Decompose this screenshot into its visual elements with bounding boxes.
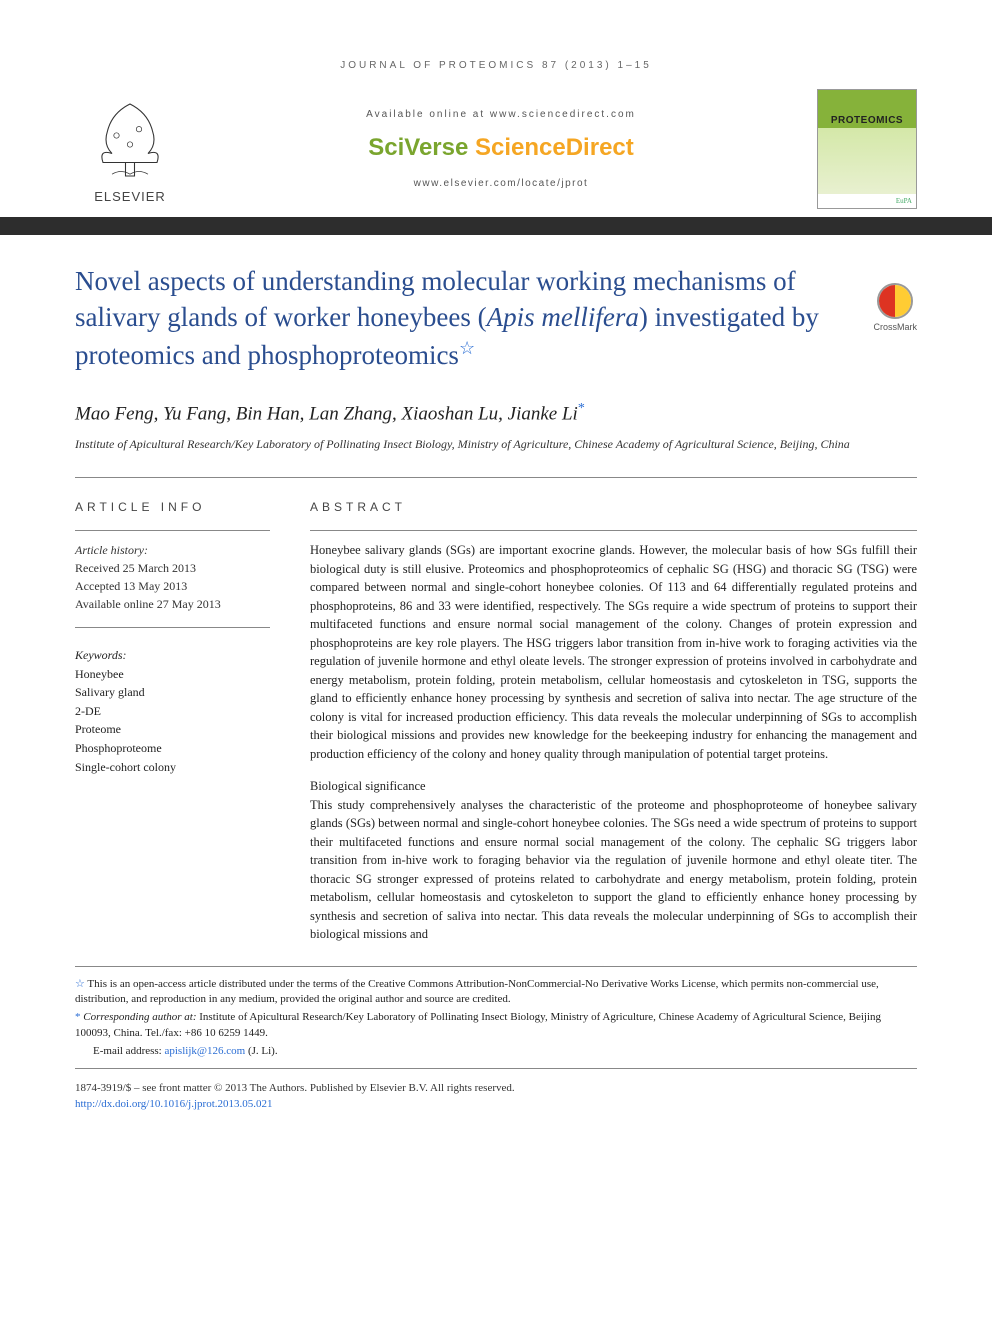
elsevier-logo: ELSEVIER — [75, 89, 185, 209]
crossmark-widget[interactable]: CrossMark — [873, 283, 917, 332]
elsevier-tree-icon — [85, 95, 175, 185]
sciverse-logo: SciVerse ScienceDirect — [205, 134, 797, 162]
crossmark-badge-icon — [877, 283, 913, 319]
open-access-star-icon: ☆ — [459, 338, 475, 358]
cover-title: PROTEOMICS — [818, 90, 916, 128]
corresponding-author-label: Corresponding author at: — [83, 1011, 196, 1023]
copyright-line: 1874-3919/$ – see front matter © 2013 Th… — [75, 1081, 917, 1096]
available-online-line: Available online at www.sciencedirect.co… — [205, 109, 797, 120]
elsevier-wordmark: ELSEVIER — [94, 189, 166, 204]
sciencedirect-word: ScienceDirect — [475, 134, 634, 161]
abstract-paragraph: Honeybee salivary glands (SGs) are impor… — [310, 541, 917, 763]
crossmark-label: CrossMark — [873, 322, 917, 332]
sciverse-word: SciVerse — [368, 134, 475, 161]
accepted-date: Accepted 13 May 2013 — [75, 577, 270, 595]
keyword: Phosphoproteome — [75, 739, 270, 758]
doi-block: 1874-3919/$ – see front matter © 2013 Th… — [75, 1081, 917, 1112]
article-history-label: Article history: — [75, 541, 270, 559]
keyword: 2-DE — [75, 702, 270, 721]
footnote-star-icon: ☆ — [75, 978, 87, 990]
email-link[interactable]: apislijk@126.com — [164, 1045, 245, 1057]
keyword: Single-cohort colony — [75, 758, 270, 777]
biological-significance-label: Biological significance — [310, 777, 917, 796]
corresponding-author-text: Institute of Apicultural Research/Key La… — [75, 1011, 881, 1039]
email-label: E-mail address: — [93, 1045, 164, 1057]
doi-link[interactable]: http://dx.doi.org/10.1016/j.jprot.2013.0… — [75, 1098, 273, 1110]
abstract-heading: ABSTRACT — [310, 500, 917, 514]
corresponding-author-mark: * — [578, 401, 585, 416]
article-title: Novel aspects of understanding molecular… — [75, 263, 873, 373]
running-head: JOURNAL OF PROTEOMICS 87 (2013) 1–15 — [75, 60, 917, 71]
article-info-heading: ARTICLE INFO — [75, 500, 270, 514]
header-divider-bar — [0, 217, 992, 235]
cover-badge: EuPA — [818, 194, 916, 208]
received-date: Received 25 March 2013 — [75, 559, 270, 577]
biological-significance-text: This study comprehensively analyses the … — [310, 798, 917, 942]
article-info-column: ARTICLE INFO Article history: Received 2… — [75, 500, 270, 944]
rule-above-doi — [75, 1068, 917, 1069]
title-species: Apis mellifera — [487, 302, 639, 332]
affiliation: Institute of Apicultural Research/Key La… — [75, 436, 917, 453]
keywords-label: Keywords: — [75, 646, 270, 665]
keyword: Salivary gland — [75, 683, 270, 702]
keyword: Honeybee — [75, 665, 270, 684]
journal-cover-thumbnail: PROTEOMICS EuPA — [817, 89, 917, 209]
email-author-suffix: (J. Li). — [245, 1045, 277, 1057]
footnote-asterisk-icon: * — [75, 1011, 83, 1023]
keyword: Proteome — [75, 720, 270, 739]
open-access-footnote: This is an open-access article distribut… — [75, 978, 879, 1006]
footnotes-block: ☆ This is an open-access article distrib… — [75, 967, 917, 1061]
journal-locate-url: www.elsevier.com/locate/jprot — [205, 178, 797, 189]
authors-names: Mao Feng, Yu Fang, Bin Han, Lan Zhang, X… — [75, 404, 578, 425]
authors-line: Mao Feng, Yu Fang, Bin Han, Lan Zhang, X… — [75, 401, 917, 425]
online-date: Available online 27 May 2013 — [75, 595, 270, 613]
abstract-column: ABSTRACT Honeybee salivary glands (SGs) … — [310, 500, 917, 944]
header-band: ELSEVIER Available online at www.science… — [75, 89, 917, 209]
